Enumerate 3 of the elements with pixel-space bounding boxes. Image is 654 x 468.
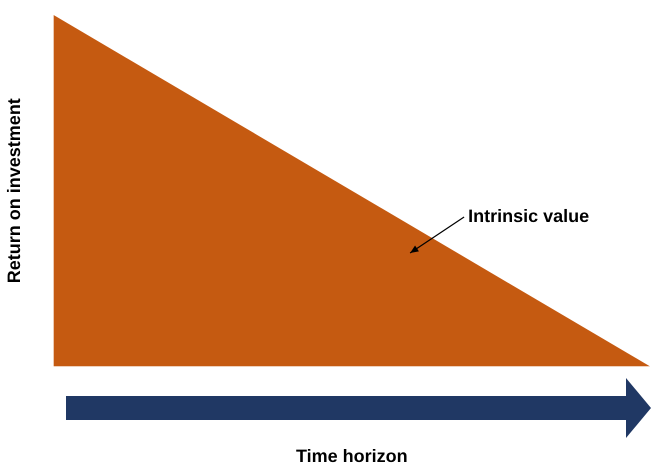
annotation: Intrinsic value [468, 206, 590, 226]
x-axis-title: Time horizon [296, 446, 408, 466]
y-axis-title: Return on investment [4, 98, 24, 284]
